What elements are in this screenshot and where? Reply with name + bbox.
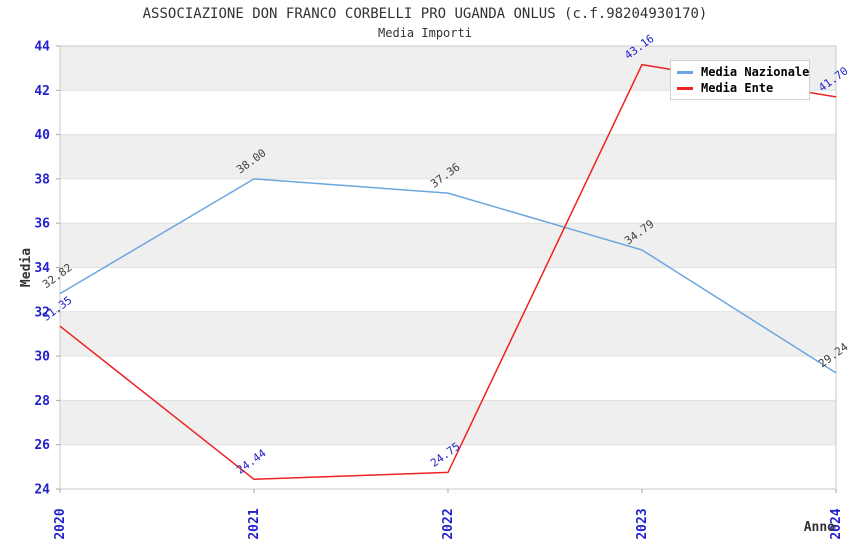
y-tick-label: 30 <box>34 350 50 365</box>
legend-marker-ente-icon <box>677 86 693 90</box>
legend: Media Nazionale Media Ente <box>670 60 810 100</box>
y-tick-label: 36 <box>34 217 50 232</box>
x-tick-label: 2024 <box>829 508 844 539</box>
chart-title: ASSOCIAZIONE DON FRANCO CORBELLI PRO UGA… <box>142 6 708 22</box>
y-tick-label: 34 <box>34 261 50 276</box>
y-tick-label: 38 <box>34 172 50 187</box>
legend-label-media-ente: Media Ente <box>701 81 774 95</box>
chart-subtitle: Media Importi <box>378 26 472 40</box>
y-axis-title: Media <box>19 248 34 287</box>
plot-band <box>60 311 836 357</box>
plot-band <box>60 223 836 268</box>
plot-band <box>60 267 836 312</box>
legend-label-media-nazionale: Media Nazionale <box>701 65 810 79</box>
legend-item-media-nazionale[interactable]: Media Nazionale <box>677 65 809 79</box>
plot-band <box>60 178 836 224</box>
x-tick-label: 2023 <box>635 508 650 539</box>
y-tick-label: 42 <box>34 84 50 99</box>
y-tick-label: 40 <box>34 128 50 143</box>
plot-band <box>60 356 836 401</box>
series-line-media-nazionale[interactable] <box>59 178 837 374</box>
y-tick-label: 28 <box>34 394 50 409</box>
x-axis-title: Anno <box>804 520 835 535</box>
plot-band <box>60 400 836 445</box>
plot-band <box>60 444 836 489</box>
legend-item-media-ente[interactable]: Media Ente <box>677 81 803 95</box>
y-tick-label: 24 <box>34 483 50 498</box>
x-tick-label: 2021 <box>247 508 262 539</box>
y-tick-label: 26 <box>34 438 50 453</box>
legend-marker-nazionale-icon <box>677 70 693 74</box>
y-tick-label: 32 <box>34 305 50 320</box>
x-tick-label: 2020 <box>53 508 68 539</box>
plot-band <box>60 134 836 179</box>
x-tick-label: 2022 <box>441 508 456 539</box>
y-tick-label: 44 <box>34 40 50 55</box>
